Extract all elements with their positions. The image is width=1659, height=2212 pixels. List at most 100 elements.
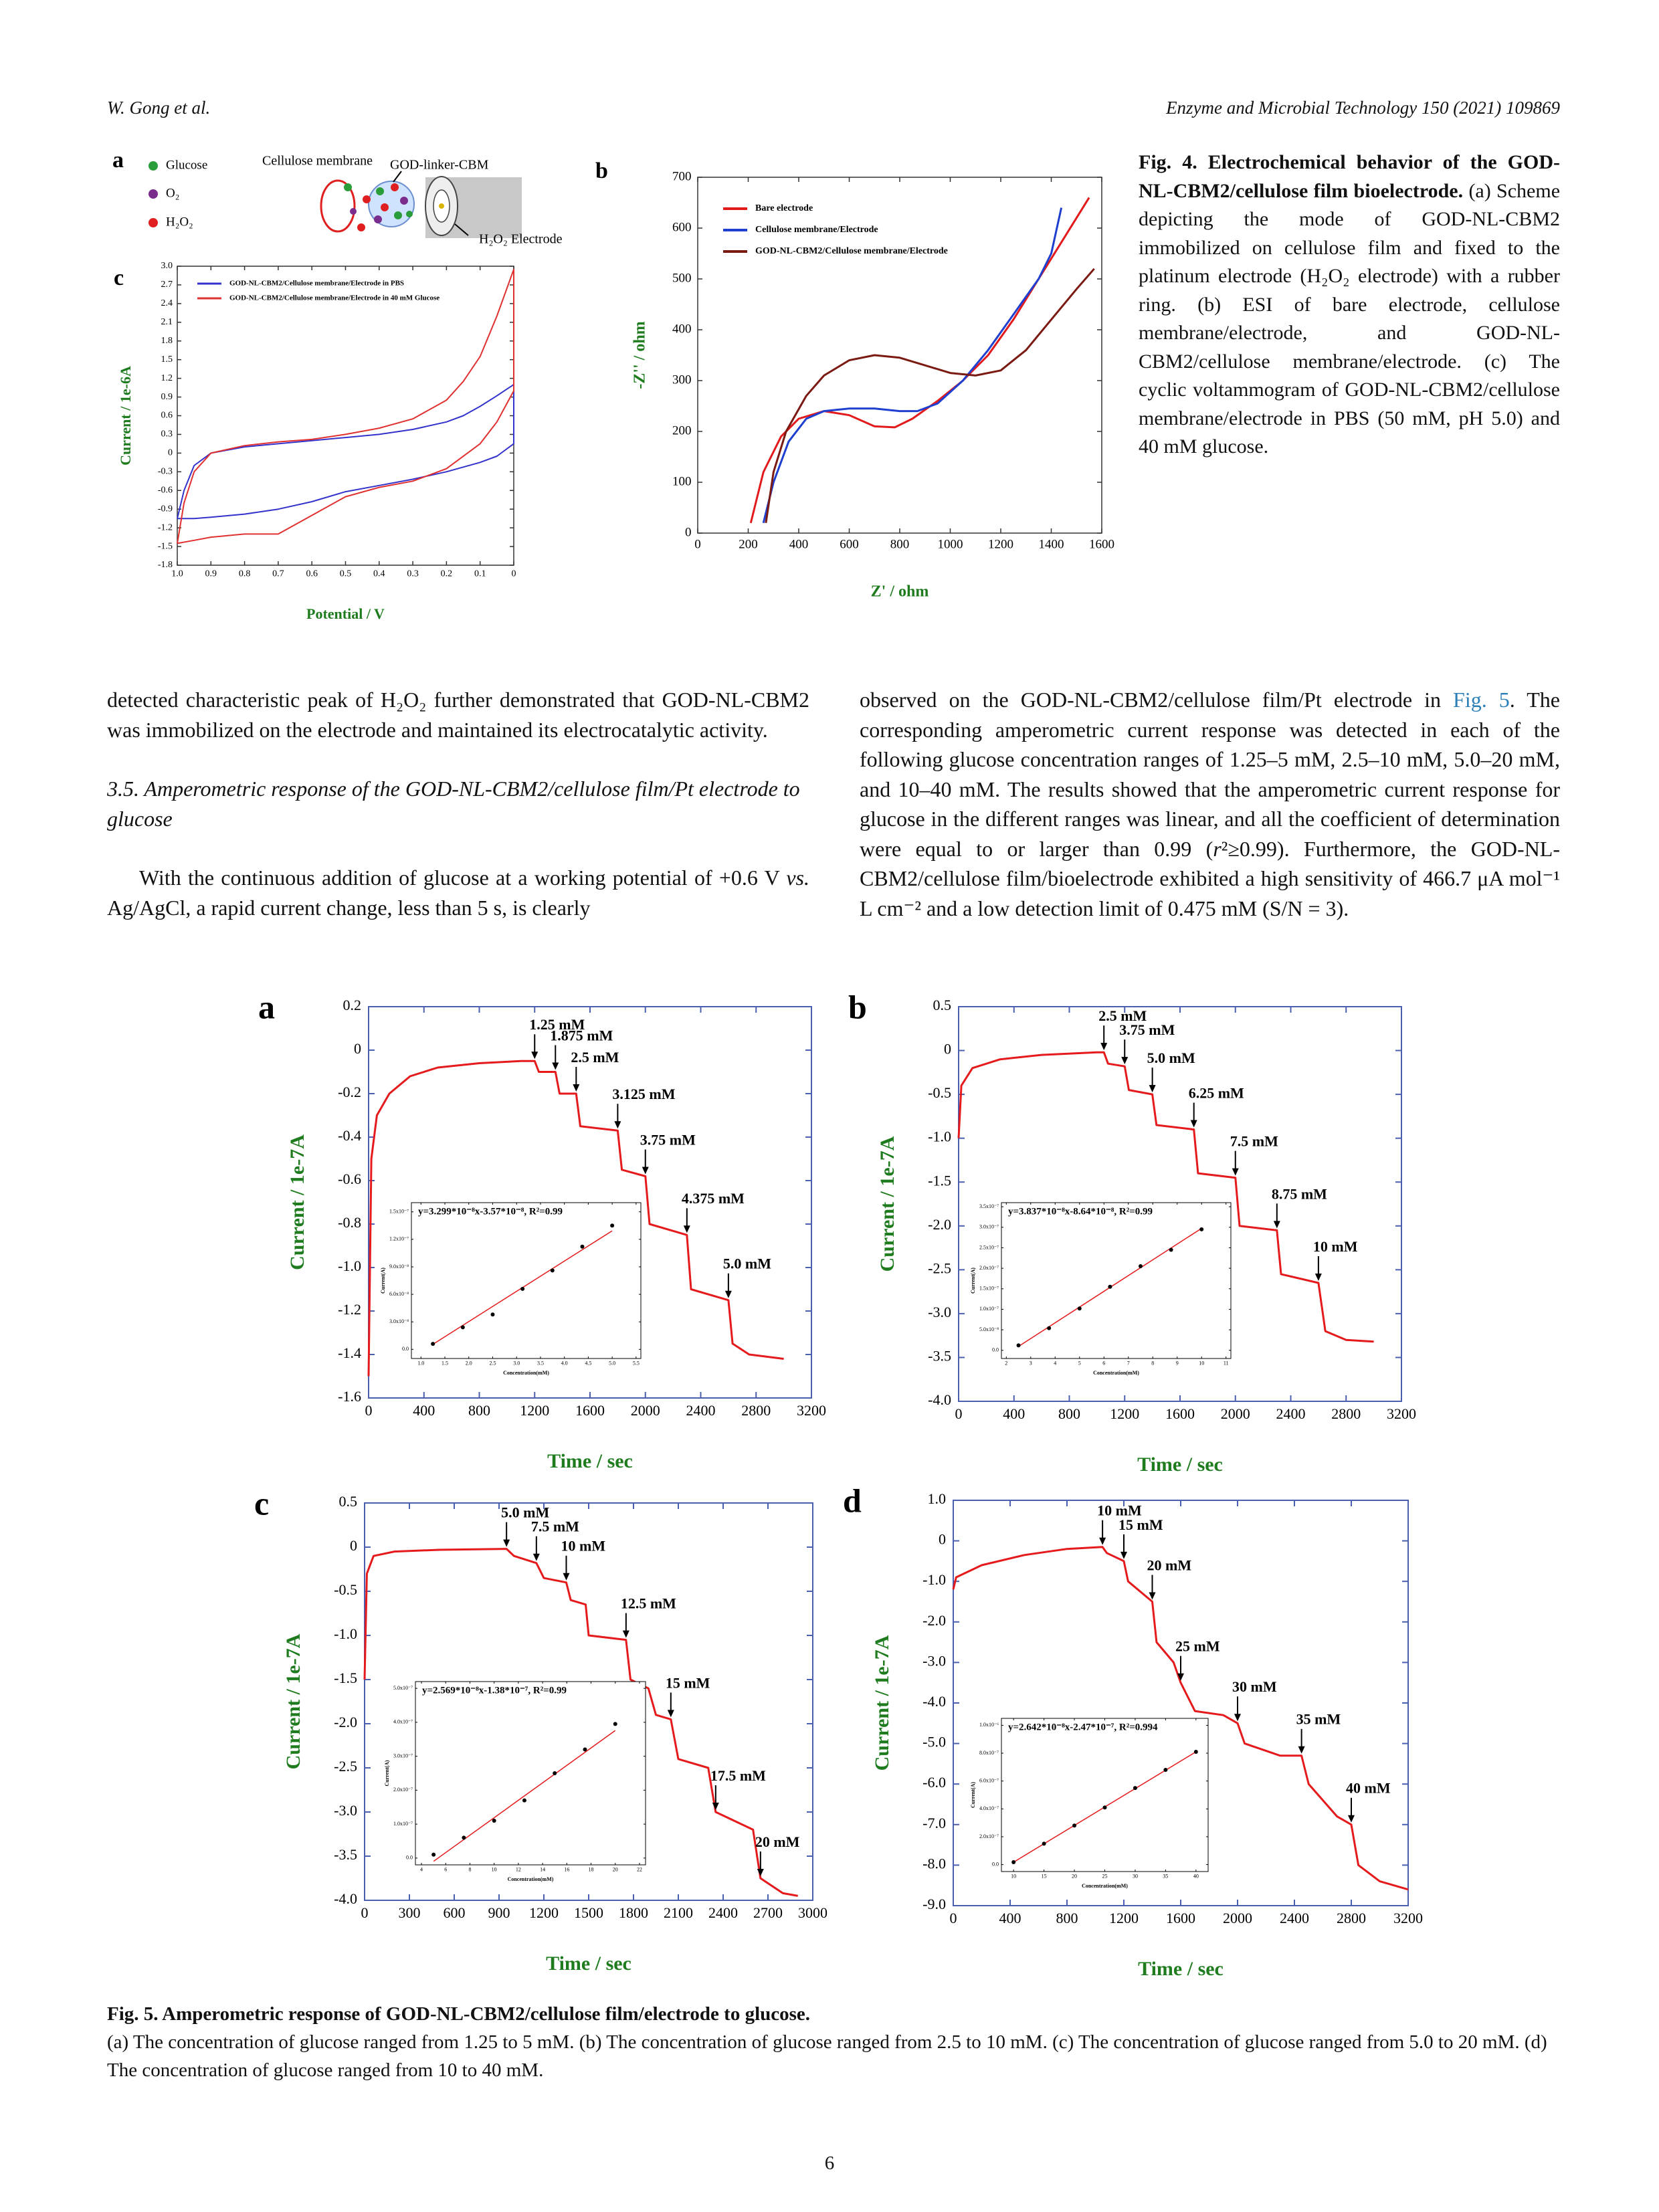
annotation: 40 mM: [1346, 1780, 1391, 1797]
caption-title: Fig. 5. Amperometric response of GOD-NL-…: [107, 2003, 811, 2025]
annotation: 25 mM: [1175, 1638, 1220, 1655]
x-axis-title: Time / sec: [1137, 1453, 1223, 1476]
y-tick-label: -2.5: [334, 1758, 357, 1775]
x-tick-label: 0: [361, 1904, 369, 1921]
paragraph: With the continuous addition of glucose …: [107, 863, 809, 922]
x-tick-label: 8: [1151, 1360, 1154, 1366]
annotation: 10 mM: [1097, 1502, 1142, 1519]
rubber-ring: [320, 179, 356, 233]
x-tick-label: 200: [739, 537, 758, 551]
y-tick-label: 3.5x10⁻⁷: [979, 1203, 999, 1209]
data-line: [177, 383, 514, 520]
panel-label: a: [258, 988, 275, 1025]
y-axis-title: Current / 1e-7A: [876, 1136, 898, 1272]
x-tick-label: 35: [1163, 1873, 1168, 1879]
x-tick-label: 400: [413, 1402, 435, 1419]
data-point: [583, 1747, 587, 1752]
data-point: [1169, 1247, 1173, 1252]
x-tick-label: 0: [950, 1910, 957, 1926]
x-tick-label: 5.0: [609, 1360, 615, 1366]
x-tick-label: 1600: [575, 1402, 605, 1419]
y-tick-label: 6.0x10⁻⁷: [979, 1778, 999, 1784]
data-line: [177, 268, 514, 544]
x-tick-label: 1.0: [417, 1360, 424, 1366]
y-tick-label: -1.6: [338, 1388, 361, 1405]
x-tick-label: 2700: [753, 1904, 783, 1921]
y-tick-label: 0: [168, 448, 173, 458]
y-tick-label: 1.5x10⁻⁷: [979, 1286, 999, 1292]
y-tick-label: 1.5: [161, 355, 173, 365]
x-tick-label: 12: [516, 1866, 521, 1872]
annotation-arrowhead: [1149, 1592, 1156, 1600]
annotation: 5.0 mM: [501, 1504, 549, 1521]
right-column: observed on the GOD-NL-CBM2/cellulose fi…: [860, 685, 1560, 923]
y-tick-label: -7.0: [922, 1815, 946, 1831]
x-tick-label: 4: [420, 1866, 423, 1872]
equation: y=2.642*10⁻⁸x-2.47*10⁻⁷, R²=0.994: [1008, 1722, 1158, 1732]
caption-text: (a) The concentration of glucose ranged …: [107, 2031, 1547, 2081]
data-point: [1193, 1749, 1198, 1754]
annotation-arrowhead: [503, 1539, 510, 1547]
data-point: [613, 1722, 617, 1726]
text: . The corresponding amperometric current…: [860, 688, 1560, 861]
annotation-arrowhead: [531, 1051, 539, 1060]
x-tick-label: 4.5: [585, 1360, 591, 1366]
annotation-arrowhead: [622, 1630, 629, 1638]
text: With the continuous addition of glucose …: [139, 866, 787, 890]
x-tick-label: 3.0: [513, 1360, 520, 1366]
y-tick-label: 400: [672, 322, 692, 336]
annotation-arrowhead: [1099, 1537, 1106, 1545]
y-tick-label: -2.0: [928, 1216, 951, 1233]
x-tick-label: 1500: [574, 1904, 603, 1921]
x-tick-label: 1.5: [442, 1360, 448, 1366]
annotation: 6.25 mM: [1189, 1085, 1244, 1102]
figure-link[interactable]: Fig. 5: [1453, 688, 1510, 712]
y-tick-label: 2.0x10⁻⁷: [979, 1265, 999, 1271]
panel-label: d: [843, 1482, 862, 1519]
x-tick-label: 300: [399, 1904, 421, 1921]
x-tick-label: 0.5: [340, 569, 352, 579]
x-tick-label: 18: [589, 1866, 594, 1872]
annotation: 15 mM: [1118, 1516, 1163, 1533]
legend-label: GOD-NL-CBM2/Cellulose membrane/Electrode…: [229, 294, 440, 302]
y-tick-label: -1.0: [922, 1571, 946, 1588]
data-point: [1072, 1823, 1077, 1828]
data-point: [1108, 1284, 1112, 1289]
x-tick-label: 1.0: [171, 569, 183, 579]
y-tick-label: -1.5: [158, 541, 173, 551]
annotation-arrowhead: [1149, 1085, 1156, 1093]
data-point: [492, 1819, 496, 1823]
y-tick-label: 5.0x10⁻⁷: [393, 1685, 413, 1691]
data-line: [762, 207, 1063, 524]
caption-title: Fig. 4. Electrochemical behavior of the …: [1139, 151, 1560, 202]
data-line: [952, 1546, 1409, 1891]
x-tick-label: 1600: [1166, 1910, 1195, 1926]
x-tick-label: 0.7: [272, 569, 284, 579]
x-tick-label: 2000: [1221, 1405, 1250, 1422]
y-tick-label: -0.9: [158, 504, 173, 514]
y-tick-label: 0: [350, 1537, 357, 1554]
legend-text: H₂O₂: [166, 215, 193, 229]
x-tick-label: 1200: [520, 1402, 549, 1419]
annotation-arrowhead: [724, 1290, 732, 1298]
x-tick-label: 0: [955, 1405, 963, 1422]
y-tick-label: 0.6: [161, 411, 173, 421]
y-tick-label: 3.0x10⁻⁷: [979, 1224, 999, 1230]
y-tick-label: 2.7: [161, 280, 173, 290]
x-tick-label: 0: [512, 569, 516, 579]
annotation-arrowhead: [552, 1062, 559, 1070]
y-axis-title: Current(A): [384, 1760, 390, 1786]
x-tick-label: 0.9: [205, 569, 217, 579]
x-tick-label: 2.5: [489, 1360, 496, 1366]
x-tick-label: 2000: [631, 1402, 660, 1419]
x-tick-label: 1200: [1109, 1910, 1139, 1926]
y-tick-label: -4.0: [928, 1391, 951, 1408]
y-axis-title: Current / 1e-6A: [117, 366, 134, 466]
panel-label: c: [254, 1484, 269, 1522]
y-tick-label: -2.0: [334, 1714, 357, 1730]
x-tick-label: 0.3: [407, 569, 419, 579]
annotation: 30 mM: [1232, 1678, 1277, 1695]
data-line: [957, 1051, 1374, 1343]
x-tick-label: 600: [840, 537, 859, 551]
x-tick-label: 2400: [1276, 1405, 1306, 1422]
